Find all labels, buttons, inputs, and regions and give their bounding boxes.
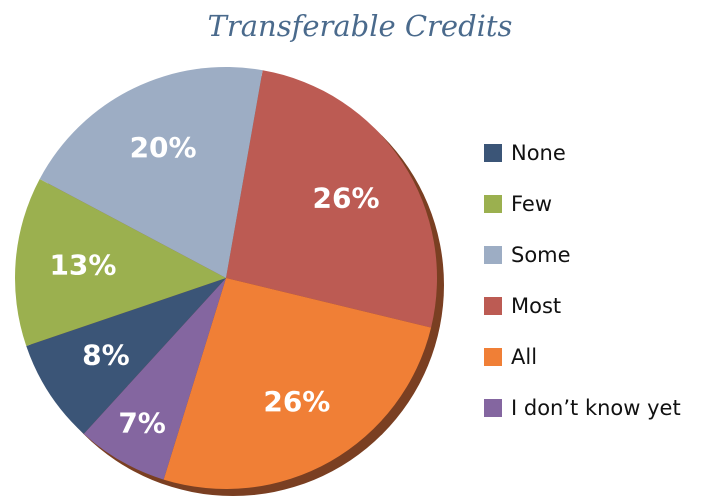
pie-slice bbox=[226, 70, 438, 328]
legend-swatch bbox=[484, 195, 502, 213]
legend-swatch bbox=[484, 399, 502, 417]
legend-swatch bbox=[484, 246, 502, 264]
pie-slice bbox=[163, 278, 432, 489]
legend-swatch bbox=[484, 144, 502, 162]
slice-label: 8% bbox=[82, 339, 130, 372]
legend-label: All bbox=[511, 345, 537, 369]
chart-title: Transferable Credits bbox=[208, 9, 513, 43]
legend-label: Few bbox=[511, 192, 552, 216]
slice-label: 26% bbox=[313, 181, 380, 214]
legend-label: Most bbox=[511, 294, 561, 318]
pie-slice bbox=[26, 278, 227, 434]
pie-slice bbox=[39, 67, 263, 278]
legend-label: Some bbox=[511, 243, 571, 267]
legend-swatch bbox=[484, 297, 502, 315]
legend-swatch bbox=[484, 348, 502, 366]
legend-label: I don’t know yet bbox=[511, 396, 681, 420]
slice-label: 7% bbox=[118, 406, 166, 439]
pie-slice bbox=[15, 178, 226, 346]
slice-label: 13% bbox=[49, 248, 116, 281]
pie-slice bbox=[83, 278, 226, 480]
legend-label: None bbox=[511, 141, 566, 165]
slice-label: 26% bbox=[263, 385, 330, 418]
slice-label: 20% bbox=[130, 131, 197, 164]
